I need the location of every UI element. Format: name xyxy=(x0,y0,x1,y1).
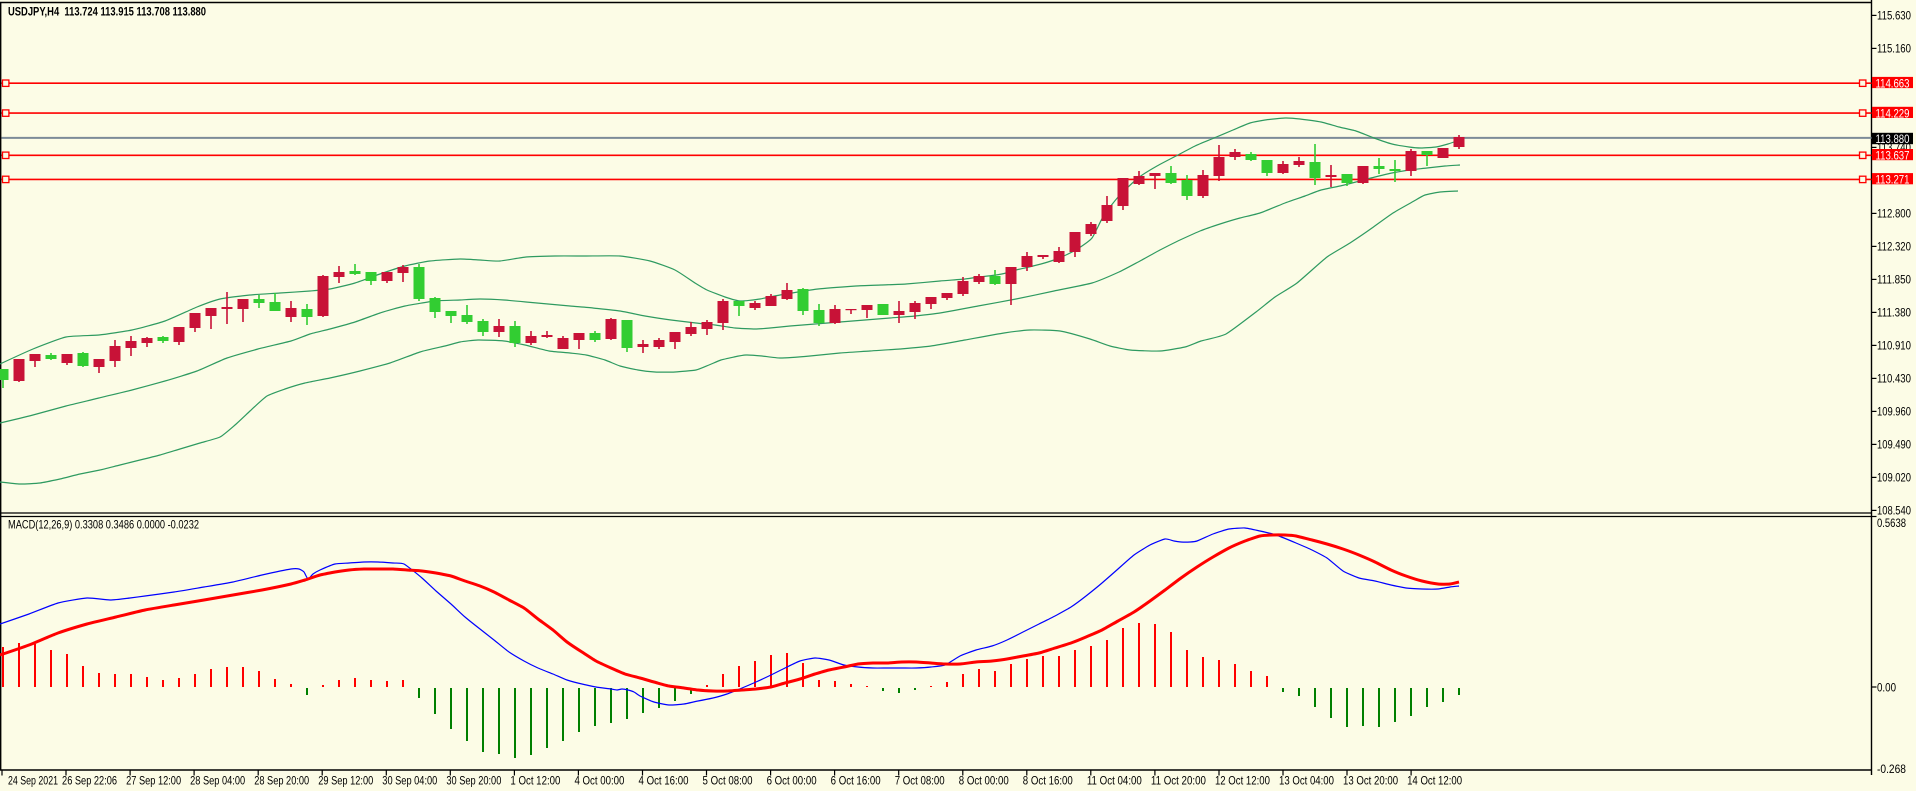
svg-text:14 Oct 12:00: 14 Oct 12:00 xyxy=(1407,773,1462,787)
svg-text:110.430: 110.430 xyxy=(1877,372,1911,386)
svg-text:26 Sep 22:06: 26 Sep 22:06 xyxy=(62,773,117,787)
svg-text:110.910: 110.910 xyxy=(1877,339,1911,353)
svg-text:111.380: 111.380 xyxy=(1877,306,1911,320)
svg-text:30 Sep 20:00: 30 Sep 20:00 xyxy=(446,773,501,787)
svg-text:113.637: 113.637 xyxy=(1876,149,1910,163)
svg-text:109.960: 109.960 xyxy=(1877,405,1911,419)
svg-text:114.663: 114.663 xyxy=(1876,77,1910,91)
svg-text:27 Sep 12:00: 27 Sep 12:00 xyxy=(126,773,181,787)
svg-text:28 Sep 20:00: 28 Sep 20:00 xyxy=(254,773,309,787)
svg-text:12 Oct 12:00: 12 Oct 12:00 xyxy=(1215,773,1270,787)
svg-text:29 Sep 12:00: 29 Sep 12:00 xyxy=(318,773,373,787)
svg-text:28 Sep 04:00: 28 Sep 04:00 xyxy=(190,773,245,787)
svg-text:4 Oct 00:00: 4 Oct 00:00 xyxy=(574,773,624,787)
svg-text:6 Oct 00:00: 6 Oct 00:00 xyxy=(767,773,817,787)
svg-text:6 Oct 16:00: 6 Oct 16:00 xyxy=(831,773,881,787)
svg-text:112.800: 112.800 xyxy=(1877,207,1911,221)
svg-text:USDJPY,H4 113.724 113.915 113: USDJPY,H4 113.724 113.915 113.708 113.88… xyxy=(8,4,206,18)
svg-text:108.540: 108.540 xyxy=(1877,504,1911,518)
svg-text:115.630: 115.630 xyxy=(1877,9,1911,23)
svg-text:MACD(12,26,9) 0.3308 0.3486 0.: MACD(12,26,9) 0.3308 0.3486 0.0000 -0.02… xyxy=(8,518,199,532)
svg-text:4 Oct 16:00: 4 Oct 16:00 xyxy=(639,773,689,787)
svg-text:13 Oct 20:00: 13 Oct 20:00 xyxy=(1343,773,1398,787)
svg-text:109.020: 109.020 xyxy=(1877,471,1911,485)
svg-text:-0.268: -0.268 xyxy=(1877,762,1906,776)
svg-text:109.490: 109.490 xyxy=(1877,438,1911,452)
svg-text:8 Oct 00:00: 8 Oct 00:00 xyxy=(959,773,1009,787)
svg-text:114.229: 114.229 xyxy=(1876,106,1910,120)
svg-text:8 Oct 16:00: 8 Oct 16:00 xyxy=(1023,773,1073,787)
svg-text:1 Oct 12:00: 1 Oct 12:00 xyxy=(510,773,560,787)
svg-text:7 Oct 08:00: 7 Oct 08:00 xyxy=(895,773,945,787)
svg-text:111.850: 111.850 xyxy=(1877,273,1911,287)
svg-text:11 Oct 04:00: 11 Oct 04:00 xyxy=(1087,773,1142,787)
svg-text:30 Sep 04:00: 30 Sep 04:00 xyxy=(382,773,437,787)
svg-text:5 Oct 08:00: 5 Oct 08:00 xyxy=(703,773,753,787)
svg-text:112.320: 112.320 xyxy=(1877,240,1911,254)
svg-text:113.271: 113.271 xyxy=(1876,173,1910,187)
svg-text:11 Oct 20:00: 11 Oct 20:00 xyxy=(1151,773,1206,787)
svg-text:24 Sep 2021: 24 Sep 2021 xyxy=(8,773,58,787)
svg-text:0.5638: 0.5638 xyxy=(1877,516,1906,530)
svg-text:113.880: 113.880 xyxy=(1876,132,1910,146)
svg-text:115.160: 115.160 xyxy=(1877,42,1911,56)
svg-text:13 Oct 04:00: 13 Oct 04:00 xyxy=(1279,773,1334,787)
svg-text:0.00: 0.00 xyxy=(1877,680,1896,694)
